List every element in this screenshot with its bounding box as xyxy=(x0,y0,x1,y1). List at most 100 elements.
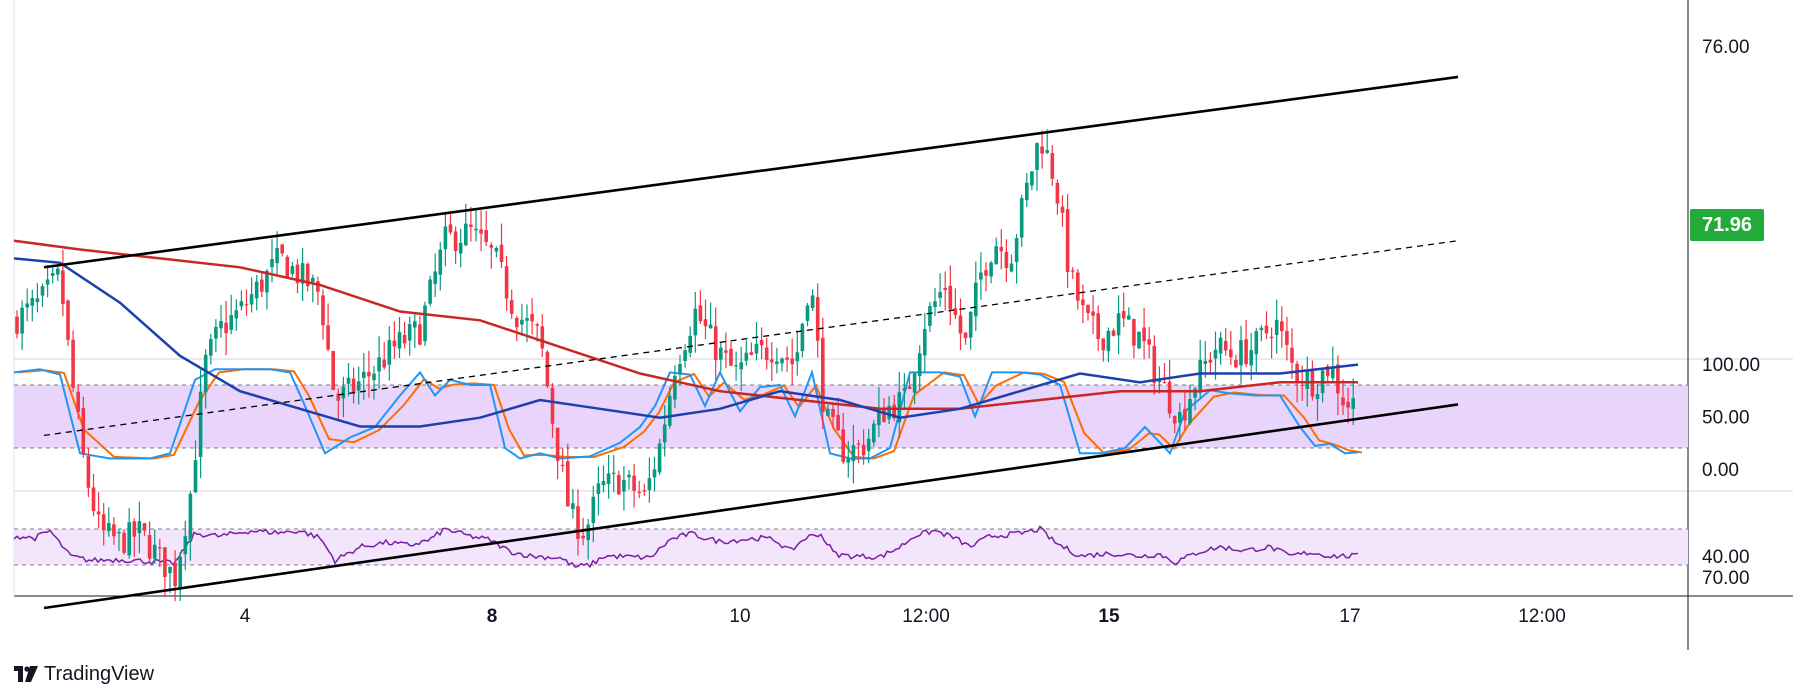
candle-body xyxy=(1162,381,1167,384)
candle-body xyxy=(611,472,616,474)
candle-body xyxy=(1239,340,1243,366)
candle-body xyxy=(515,317,519,328)
candle-body xyxy=(1152,345,1157,384)
candle-body xyxy=(902,388,907,391)
candle-body xyxy=(877,409,881,426)
tradingview-logo-icon xyxy=(14,666,38,682)
candle-body xyxy=(413,321,417,328)
candle-body xyxy=(137,521,142,534)
candle-body xyxy=(535,324,539,326)
candle-body xyxy=(193,460,198,493)
candle-body xyxy=(402,334,407,344)
candle-body xyxy=(1157,380,1162,383)
candle-body xyxy=(76,391,80,412)
candle-body xyxy=(571,503,575,509)
candle-body xyxy=(35,298,40,303)
candle-body xyxy=(1060,206,1065,213)
candle-body xyxy=(392,340,397,347)
candle-body xyxy=(1111,330,1116,336)
candle-body xyxy=(1249,350,1253,366)
candle-body xyxy=(239,301,244,307)
candle-body xyxy=(790,358,794,365)
candle-body xyxy=(326,325,330,350)
price-panel xyxy=(13,75,1459,610)
candle-body xyxy=(168,566,172,574)
candle-body xyxy=(1208,359,1213,363)
candle-body xyxy=(132,521,137,537)
candle-body xyxy=(1331,367,1335,379)
candle-body xyxy=(566,461,570,507)
candle-body xyxy=(1229,349,1233,358)
candle-body xyxy=(713,326,718,361)
chart-frame xyxy=(13,0,1793,650)
candle-body xyxy=(560,464,565,467)
candle-body xyxy=(443,226,448,250)
candle-body xyxy=(30,298,35,306)
candle-body xyxy=(622,480,626,492)
candle-body xyxy=(530,313,534,322)
candle-body xyxy=(943,287,947,290)
candle-body xyxy=(1045,150,1049,153)
candle-body xyxy=(861,444,866,456)
candle-body xyxy=(91,487,96,512)
price-tick-label: 70.00 xyxy=(1702,568,1750,589)
candle-body xyxy=(882,409,886,423)
candle-body xyxy=(107,523,111,532)
candle-body xyxy=(479,229,483,234)
candle-body xyxy=(270,259,274,268)
candle-body xyxy=(183,536,188,555)
candle-body xyxy=(1091,311,1095,316)
candle-body xyxy=(112,524,116,537)
candle-body xyxy=(953,308,958,316)
candle-body xyxy=(305,263,310,287)
time-tick-label: 15 xyxy=(1098,606,1120,627)
candle-body xyxy=(229,315,233,330)
candle-body xyxy=(362,371,366,378)
candle-body xyxy=(1081,299,1085,306)
candle-body xyxy=(688,335,692,353)
candle-body xyxy=(591,496,596,523)
candle-body xyxy=(841,429,845,462)
candle-body xyxy=(1223,341,1228,351)
candle-body xyxy=(647,478,652,491)
candle-body xyxy=(581,535,585,539)
candle-body xyxy=(1167,381,1172,414)
candle-body xyxy=(545,351,550,387)
candle-body xyxy=(1213,349,1218,359)
candle-body xyxy=(1147,339,1151,345)
candle-body xyxy=(71,339,75,388)
candle-body xyxy=(214,326,218,339)
candle-body xyxy=(448,224,453,233)
candle-body xyxy=(152,544,157,559)
candle-body xyxy=(1096,313,1100,339)
candle-body xyxy=(744,352,749,361)
candle-body xyxy=(1101,338,1106,351)
candle-body xyxy=(739,362,743,370)
candle-body xyxy=(892,404,896,419)
candle-body xyxy=(484,230,488,243)
candle-body xyxy=(1274,319,1279,335)
candle-body xyxy=(489,245,494,248)
candle-body xyxy=(785,357,789,360)
candle-body xyxy=(662,424,667,443)
candle-body xyxy=(933,301,937,307)
price-tick-label: 76.00 xyxy=(1702,37,1750,58)
time-axis: 4 8 10 12:00 15 17 12:00 xyxy=(240,606,1566,627)
candle-body xyxy=(285,256,290,278)
candle-body xyxy=(872,423,876,443)
candle-body xyxy=(1142,327,1146,342)
candle-body xyxy=(800,323,805,352)
candle-body xyxy=(290,266,295,274)
candle-body xyxy=(923,329,927,356)
candle-body xyxy=(866,438,871,452)
candle-body xyxy=(1244,339,1248,365)
candle-body xyxy=(815,297,820,341)
candle-body xyxy=(504,266,509,299)
candle-body xyxy=(254,281,259,299)
candle-body xyxy=(219,321,223,329)
candle-body xyxy=(668,395,672,426)
candle-body xyxy=(173,562,177,587)
time-tick-label: 4 xyxy=(240,606,251,627)
candle-body xyxy=(1116,313,1121,336)
